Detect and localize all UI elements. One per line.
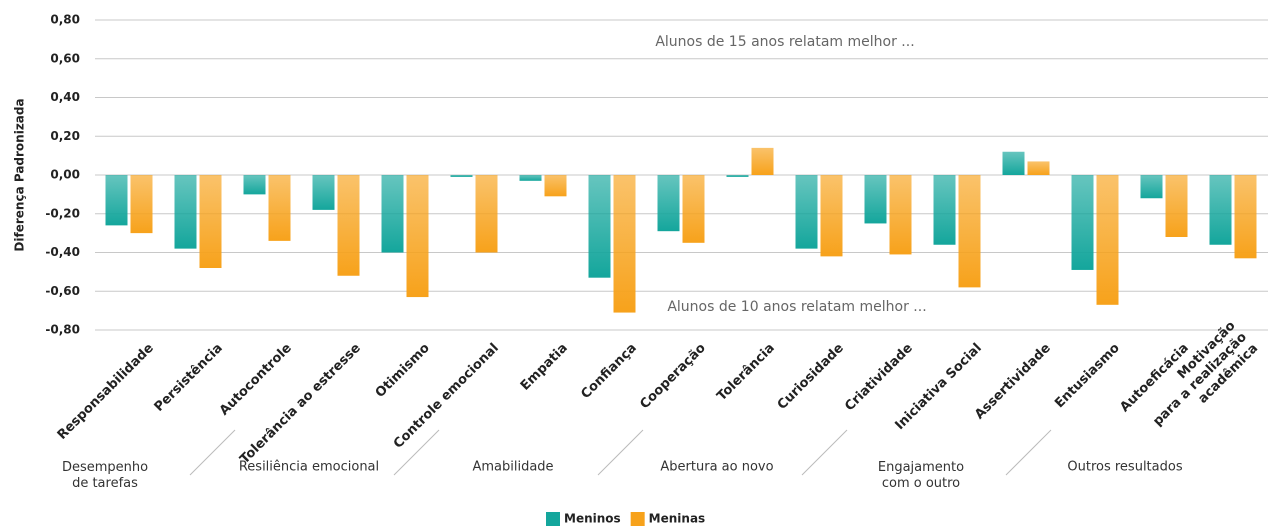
legend-swatch	[630, 512, 645, 526]
bar	[406, 175, 429, 298]
legend-label: Meninas	[649, 512, 706, 526]
bar	[1002, 151, 1025, 175]
bar	[1165, 175, 1188, 237]
bar	[864, 175, 887, 224]
bar	[1027, 161, 1050, 175]
bar	[958, 175, 981, 288]
group-label: Desempenho de tarefas	[62, 460, 148, 491]
y-tick-label: 0,80	[50, 13, 80, 27]
bar	[544, 175, 567, 197]
x-tick-label: Entusiasmo	[1052, 341, 1123, 412]
group-label: Resiliência emocional	[239, 460, 379, 475]
bar	[268, 175, 291, 241]
legend-label: Meninos	[564, 512, 621, 526]
group-label: Outros resultados	[1067, 460, 1182, 475]
x-tick-label: Confiança	[578, 341, 639, 402]
legend-swatch	[546, 512, 560, 526]
x-tick-label: Empatia	[518, 341, 571, 394]
y-tick-label: -0,40	[45, 245, 80, 259]
bar	[105, 175, 128, 226]
bar	[820, 175, 843, 257]
bar	[751, 147, 774, 175]
y-tick-label: 0,40	[50, 90, 80, 104]
x-tick-label: Autocontrole	[217, 341, 295, 419]
bar	[1096, 175, 1119, 305]
bar	[1209, 175, 1232, 245]
bar	[1234, 175, 1257, 259]
bar	[588, 175, 611, 278]
x-tick-label: Persistência	[152, 341, 226, 415]
bar	[519, 175, 542, 181]
y-tick-label: -0,60	[45, 284, 80, 298]
y-tick-label: 0,00	[50, 168, 80, 182]
group-separator	[801, 429, 848, 476]
group-separator	[1005, 429, 1052, 476]
y-tick-label: 0,60	[50, 51, 80, 65]
bar	[199, 175, 222, 268]
x-tick-label: Otimismo	[373, 341, 433, 401]
bar	[682, 175, 705, 243]
bar	[243, 175, 266, 195]
group-label: Amabilidade	[472, 460, 553, 475]
x-tick-label: Curiosidade	[775, 341, 847, 413]
bar	[130, 175, 153, 234]
y-tick-label: 0,20	[50, 129, 80, 143]
bar	[450, 175, 473, 177]
x-tick-label: Tolerância	[714, 341, 777, 404]
x-tick-label: Cooperação	[637, 341, 709, 413]
annotation: Alunos de 10 anos relatam melhor ...	[667, 299, 926, 315]
y-axis-label: Diferença Padronizada	[13, 98, 27, 251]
bar	[889, 175, 912, 255]
bar	[381, 175, 404, 253]
x-tick-label: Responsabilidade	[55, 341, 157, 443]
group-label: Abertura ao novo	[660, 460, 773, 475]
group-separator	[597, 429, 644, 476]
bar	[933, 175, 956, 245]
bar	[795, 175, 818, 249]
group-separator	[189, 429, 236, 476]
bar	[613, 175, 636, 313]
bar	[726, 175, 749, 177]
bar	[337, 175, 360, 276]
y-tick-label: -0,20	[45, 206, 80, 220]
annotation: Alunos de 15 anos relatam melhor ...	[655, 34, 914, 50]
bar	[174, 175, 197, 249]
x-tick-label: Criatividade	[842, 341, 916, 415]
bar	[1071, 175, 1094, 270]
bar	[312, 175, 335, 210]
group-separator	[393, 429, 440, 476]
bar	[657, 175, 680, 232]
bar	[475, 175, 498, 253]
group-label: Engajamento com o outro	[878, 460, 964, 491]
x-tick-label: Tolerância ao estresse	[237, 341, 364, 468]
y-tick-label: -0,80	[45, 323, 80, 337]
x-tick-label: Assertividade	[972, 341, 1054, 423]
bar	[1140, 175, 1163, 199]
